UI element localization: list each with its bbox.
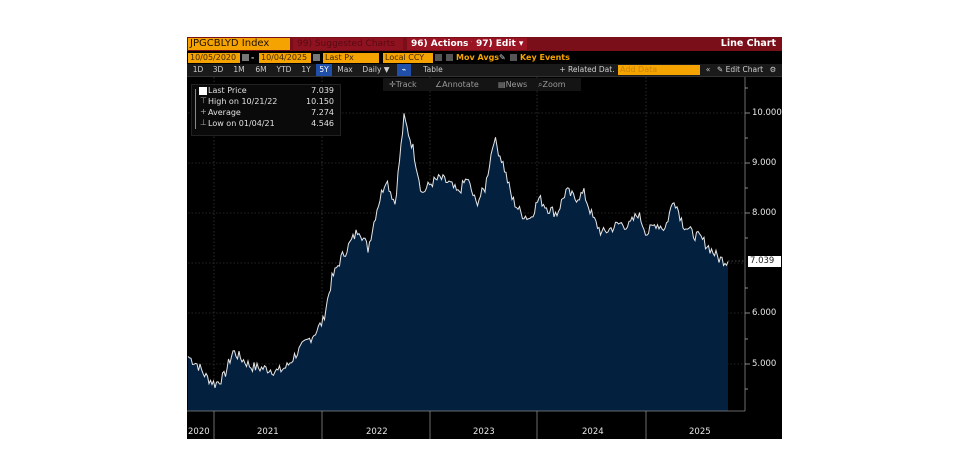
range-1y[interactable]: 1Y <box>301 65 311 74</box>
key-events-label[interactable]: Key Events <box>520 53 570 62</box>
legend-tree-line <box>195 89 202 129</box>
price-chart[interactable] <box>187 37 782 439</box>
calendar-icon[interactable] <box>313 54 320 61</box>
edit-menu[interactable]: 97) Edit ▾ <box>472 38 528 50</box>
legend-high-value: 10.150 <box>306 97 334 106</box>
chevron-down-icon: ▾ <box>518 39 524 49</box>
annotate-tool[interactable]: ∠ Annotate <box>435 80 479 89</box>
key-events-checkbox[interactable] <box>510 54 517 61</box>
mov-avgs-label[interactable]: Mov Avgs <box>456 53 500 62</box>
track-label: Track <box>395 80 417 89</box>
controls-bar: 10/05/2020 - 10/04/2025 Last Px Local CC… <box>187 52 782 64</box>
legend-high-label: High on 10/21/22 <box>208 97 278 106</box>
legend-low-label: Low on 01/04/21 <box>208 119 275 128</box>
x-label-2022: 2022 <box>366 427 388 437</box>
track-tool[interactable]: ✛ Track <box>389 80 417 89</box>
range-6m[interactable]: 6M <box>255 65 267 74</box>
ticker-field[interactable]: JPGCBLYD Index <box>188 38 290 50</box>
range-1m[interactable]: 1M <box>233 65 245 74</box>
calendar-icon[interactable] <box>242 54 249 61</box>
bloomberg-chart-terminal: JPGCBLYD Index 99) Suggested Charts 96) … <box>187 37 782 439</box>
y-tick-9: 9.000 <box>752 158 777 168</box>
range-max[interactable]: Max <box>337 65 353 74</box>
legend-average-value: 7.274 <box>311 108 334 117</box>
add-data-input[interactable]: Add Data <box>618 65 700 75</box>
average-marker-icon: + <box>200 107 207 116</box>
y-tick-8: 8.000 <box>752 208 777 218</box>
y-tick-10: 10.000 <box>752 108 782 118</box>
legend-last-label: Last Price <box>208 86 247 95</box>
currency-select[interactable]: Local CCY <box>383 53 433 63</box>
collapse-icon[interactable]: « <box>705 65 711 74</box>
related-data-button[interactable]: + Related Dat. <box>559 65 615 74</box>
legend-swatch-icon[interactable] <box>199 87 207 95</box>
caret-down-icon: ▼ <box>383 65 390 74</box>
last-price-marker: 7.039 <box>748 256 781 267</box>
end-date-field[interactable]: 10/04/2025 <box>259 53 311 63</box>
date-separator: - <box>251 53 255 62</box>
x-label-2024: 2024 <box>582 427 604 437</box>
edit-label: 97) Edit <box>476 39 516 49</box>
low-marker-icon: ⊥ <box>200 118 207 127</box>
gear-icon[interactable]: ⚙ <box>769 65 777 74</box>
range-5y[interactable]: 5Y <box>316 64 332 76</box>
y-tick-6: 6.000 <box>752 308 777 318</box>
chart-type-label: Line Chart <box>720 38 776 49</box>
frequency-label: Daily <box>362 65 382 74</box>
start-date-field[interactable]: 10/05/2020 <box>188 53 240 63</box>
range-ytd[interactable]: YTD <box>276 65 292 74</box>
range-1d[interactable]: 1D <box>192 65 204 74</box>
legend-low-value: 4.546 <box>311 119 334 128</box>
table-view-button[interactable]: Table <box>423 65 443 74</box>
range-3d[interactable]: 3D <box>212 65 224 74</box>
actions-label: 96) Actions <box>411 39 469 49</box>
annotate-label: Annotate <box>442 80 479 89</box>
zoom-tool[interactable]: ⌕ Zoom <box>538 80 566 89</box>
news-label: News <box>505 80 528 89</box>
x-label-2025: 2025 <box>689 427 711 437</box>
news-tool[interactable]: ▤ News <box>498 80 528 89</box>
currency-dropdown-icon[interactable] <box>435 54 442 61</box>
chart-legend: Last Price 7.039 ⊤ High on 10/21/22 10.1… <box>191 84 341 136</box>
x-label-2021: 2021 <box>257 427 279 437</box>
range-bar: 1D 3D 1M 6M YTD 1Y 5Y Max Daily ▼ ⌁ Tabl… <box>187 64 782 77</box>
line-chart-view-button[interactable]: ⌁ <box>397 64 411 76</box>
high-marker-icon: ⊤ <box>200 96 207 105</box>
title-bar: JPGCBLYD Index 99) Suggested Charts 96) … <box>187 37 782 51</box>
edit-chart-label: Edit Chart <box>725 65 764 74</box>
frequency-select[interactable]: Daily ▼ <box>359 64 393 76</box>
legend-last-value: 7.039 <box>311 86 334 95</box>
pencil-icon: ✎ <box>716 65 724 74</box>
field-select[interactable]: Last Px <box>323 53 379 63</box>
edit-chart-button[interactable]: ✎ Edit Chart <box>715 64 765 76</box>
zoom-label: Zoom <box>542 80 566 89</box>
y-tick-5: 5.000 <box>752 359 777 369</box>
chart-tools-bar: ✛ Track ∠ Annotate ▤ News ⌕ Zoom <box>383 78 581 91</box>
x-label-2023: 2023 <box>473 427 495 437</box>
legend-average-label: Average <box>208 108 241 117</box>
x-label-2020: 2020 <box>188 427 210 437</box>
mov-avgs-checkbox[interactable] <box>446 54 453 61</box>
pencil-icon[interactable]: ✎ <box>499 53 506 62</box>
suggested-charts-button[interactable]: 99) Suggested Charts <box>293 38 403 50</box>
line-chart-icon: ⌁ <box>401 65 407 74</box>
